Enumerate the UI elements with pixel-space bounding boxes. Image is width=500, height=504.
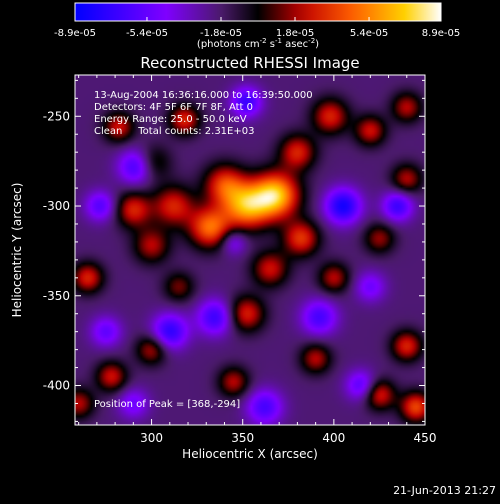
colorbar-tick-label: 5.4e-05 <box>350 28 388 39</box>
y-axis-label: Heliocentric Y (arcsec) <box>10 183 24 318</box>
x-tick-label: 350 <box>231 431 254 445</box>
heatmap-image <box>75 75 425 425</box>
colorbar-tick-label: 1.8e-05 <box>276 28 314 39</box>
plot-frame <box>74 74 426 426</box>
info-line: 13-Aug-2004 16:36:16.000 to 16:39:50.000 <box>94 90 313 101</box>
chart-title: Reconstructed RHESSI Image <box>140 54 359 72</box>
y-tick-label: -300 <box>43 199 70 213</box>
colorbar-tick-label: 8.9e-05 <box>422 28 460 39</box>
heatmap-area <box>75 75 425 425</box>
colorbar-tick-label: -8.9e-05 <box>54 28 96 39</box>
y-tick-label: -400 <box>43 379 70 393</box>
peak-position-text: Position of Peak = [368,-294] <box>94 399 240 410</box>
colorbar-tick-labels: -8.9e-05 -5.4e-05 -1.8e-05 1.8e-05 5.4e-05 8.… <box>54 28 460 39</box>
colorbar-tick-label: -5.4e-05 <box>126 28 168 39</box>
x-tick-label: 300 <box>140 431 163 445</box>
y-axis-ticks: -250 -300 -350 -400 <box>43 79 425 422</box>
colorbar-ticks <box>74 17 442 21</box>
plot-timestamp: 21-Jun-2013 21:27 <box>393 484 496 497</box>
info-line: Clean Total counts: 2.31E+03 <box>94 126 254 137</box>
x-axis-ticks: 300 350 400 450 <box>78 75 437 445</box>
colorbar-tick-label: -1.8e-05 <box>200 28 242 39</box>
colorbar-unit-label: (photons cm-2 s-1 asec-2) <box>197 37 319 50</box>
info-line: Energy Range: 25.0 - 50.0 keV <box>94 114 247 125</box>
y-tick-label: -350 <box>43 289 70 303</box>
x-tick-label: 450 <box>414 431 437 445</box>
x-tick-label: 400 <box>322 431 345 445</box>
colorbar: -8.9e-05 -5.4e-05 -1.8e-05 1.8e-05 5.4e-05 8.… <box>54 2 460 50</box>
info-line: Detectors: 4F 5F 6F 7F 8F, Att 0 <box>94 102 253 113</box>
observation-info: 13-Aug-2004 16:36:16.000 to 16:39:50.000… <box>94 90 313 137</box>
x-axis-label: Heliocentric X (arcsec) <box>182 447 318 461</box>
colorbar-gradient <box>74 2 442 22</box>
y-tick-label: -250 <box>43 109 70 123</box>
